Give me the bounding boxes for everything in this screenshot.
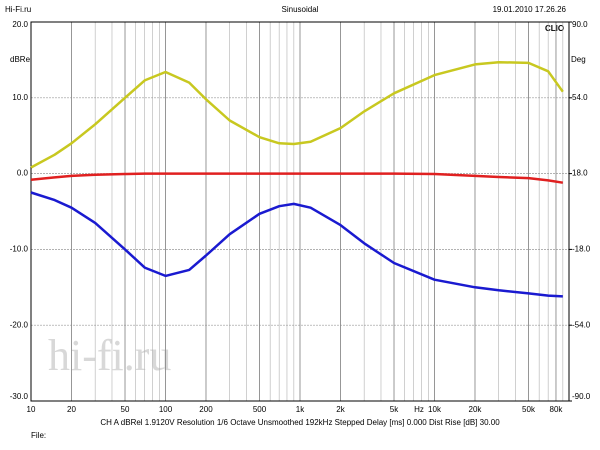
y-tick-label: -20.0	[10, 320, 29, 329]
x-tick-label: 100	[159, 405, 173, 414]
header-date: 19.01.2010 17.26.26	[493, 5, 567, 14]
x-tick-label: 1k	[296, 405, 305, 414]
file-label: File:	[31, 431, 46, 440]
y2-axis-label: Deg	[571, 55, 586, 64]
y-axis-label: dBRel	[10, 55, 32, 64]
x-tick-label: 5k	[390, 405, 399, 414]
plot-frame	[30, 21, 570, 402]
y2-tick-label: 54.0	[572, 93, 588, 102]
x-tick-label: 2k	[336, 405, 345, 414]
series-line	[30, 60, 564, 169]
y2-tick-label: -54.0	[572, 320, 591, 329]
x-tick-label: 20k	[469, 405, 483, 414]
x-tick-label: 50k	[522, 405, 536, 414]
y-tick-label: -30.0	[10, 392, 29, 401]
x-tick-label: 50	[121, 405, 130, 414]
header-title: Sinusoidal	[282, 5, 319, 14]
x-tick-label: 10	[27, 405, 36, 414]
x-tick-label: 200	[199, 405, 213, 414]
x-tick-label: 10k	[428, 405, 442, 414]
y2-tick-label: -90.0	[572, 392, 591, 401]
y2-tick-label: 90.0	[572, 20, 588, 29]
x-tick-label: 500	[253, 405, 267, 414]
y2-tick-label: -18.0	[572, 245, 591, 254]
y2-tick-label: 18.0	[572, 169, 588, 178]
brand: CLIO	[545, 24, 564, 33]
x-tick-label: 20	[67, 405, 76, 414]
y-tick-label: 20.0	[12, 20, 28, 29]
info-line: CH A dBRel 1.9120V Resolution 1/6 Octave…	[100, 418, 500, 427]
watermark: hi-fi.ru	[48, 331, 171, 380]
series-line	[30, 172, 563, 184]
y-tick-label: 10.0	[12, 93, 28, 102]
x-axis-label: Hz	[414, 405, 424, 414]
series-line	[30, 191, 563, 298]
y-tick-label: -10.0	[10, 245, 29, 254]
header-left: Hi-Fi.ru	[5, 5, 31, 14]
y-tick-label: 0.0	[17, 169, 29, 178]
x-tick-label: 80k	[550, 405, 564, 414]
